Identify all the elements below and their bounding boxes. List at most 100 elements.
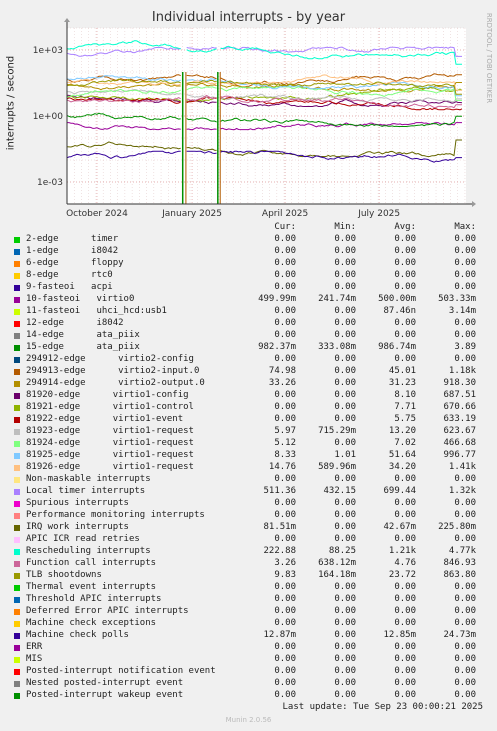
legend-max-value: 0.00	[454, 582, 476, 592]
legend-cur-value: 0.00	[274, 270, 296, 280]
legend-avg-value: 1.21k	[388, 546, 416, 556]
legend-max-value: 3.14m	[448, 306, 476, 316]
series-line-16	[66, 88, 462, 103]
legend-max-value: 3.89	[454, 342, 476, 352]
legend-avg-value: 0.00	[394, 234, 416, 244]
y-axis-arrow	[64, 18, 70, 22]
legend-swatch	[14, 561, 20, 567]
legend-label: Posted-interrupt wakeup event	[26, 690, 184, 700]
legend-min-value: 0.00	[334, 606, 356, 616]
legend-max-value: 687.51	[443, 390, 476, 400]
legend-header-min: Min:	[334, 222, 356, 232]
legend-label: Non-maskable interrupts	[26, 474, 151, 484]
legend-label: Function call interrupts	[26, 558, 157, 568]
legend-max-value: 0.00	[454, 534, 476, 544]
legend-swatch	[14, 549, 20, 555]
legend-label: 12-edge i8042	[26, 318, 124, 328]
legend-min-value: 0.00	[334, 582, 356, 592]
legend-label: 6-edge floppy	[26, 258, 124, 268]
legend-cur-value: 0.00	[274, 606, 296, 616]
legend-avg-value: 0.00	[394, 282, 416, 292]
legend-swatch	[14, 657, 20, 663]
legend-max-value: 846.93	[443, 558, 476, 568]
chart-plot: 1e+03 1e+00 1e-03 October 2024 January 2025 A…	[33, 18, 476, 219]
legend-label: Performance monitoring interrupts	[26, 510, 205, 520]
legend-swatch	[14, 621, 20, 627]
legend-avg-value: 0.00	[394, 594, 416, 604]
series-line-5	[67, 122, 462, 131]
legend-max-value: 503.33m	[438, 294, 476, 304]
legend-header-max: Max:	[454, 222, 476, 232]
legend-cur-value: 0.00	[274, 666, 296, 676]
legend-swatch	[14, 417, 20, 423]
legend-min-value: 0.00	[334, 282, 356, 292]
legend-cur-value: 0.00	[274, 618, 296, 628]
legend-avg-value: 87.46n	[383, 306, 416, 316]
legend-label: 14-edge ata_piix	[26, 330, 140, 340]
legend-max-value: 863.80	[443, 570, 476, 580]
legend-min-value: 0.00	[334, 378, 356, 388]
legend-label: Posted-interrupt notification event	[26, 666, 216, 676]
legend-row: Rescheduling interrupts 222.88 88.25 1.21k 4…	[0, 546, 497, 558]
legend-swatch	[14, 645, 20, 651]
legend-cur-value: 3.26	[274, 558, 296, 568]
legend-label: MIS	[26, 654, 43, 664]
legend-max-value: 1.18k	[448, 366, 476, 376]
legend-min-value: 1.01	[334, 450, 356, 460]
legend-row: 6-edge floppy 0.00 0.00 0.00 0.00	[0, 258, 497, 270]
legend-max-value: 0.00	[454, 246, 476, 256]
legend-row: Non-maskable interrupts 0.00 0.00 0.00 0.00	[0, 474, 497, 486]
legend-cur-value: 12.87m	[263, 630, 296, 640]
x-axis-arrow	[472, 201, 476, 207]
legend-label: Rescheduling interrupts	[26, 546, 151, 556]
legend-row: Function call interrupts 3.26 638.12m 4.76 8…	[0, 558, 497, 570]
legend-max-value: 0.00	[454, 258, 476, 268]
legend-min-value: 0.00	[334, 234, 356, 244]
legend-cur-value: 0.00	[274, 234, 296, 244]
legend-avg-value: 4.76	[394, 558, 416, 568]
legend-avg-value: 7.02	[394, 438, 416, 448]
legend-label: 11-fasteoi uhci_hcd:usb1	[26, 306, 167, 316]
legend-label: 2-edge timer	[26, 234, 119, 244]
legend-avg-value: 0.00	[394, 498, 416, 508]
legend-row: 294914-edge virtio2-output.0 33.26 0.00 31.…	[0, 378, 497, 390]
legend-header-cur: Cur:	[274, 222, 296, 232]
legend-row: Nested posted-interrupt event 0.00 0.00 0.0…	[0, 678, 497, 690]
legend-swatch	[14, 633, 20, 639]
legend-min-value: 0.00	[334, 246, 356, 256]
legend-row: 10-fasteoi virtio0 499.99m 241.74m 500.00m 5…	[0, 294, 497, 306]
legend-min-value: 0.00	[334, 330, 356, 340]
legend-cur-value: 14.76	[268, 462, 296, 472]
legend-swatch	[14, 393, 20, 399]
legend-swatch	[14, 693, 20, 699]
legend-label: 294912-edge virtio2-config	[26, 354, 194, 364]
legend-cur-value: 0.00	[274, 318, 296, 328]
legend-min-value: 0.00	[334, 270, 356, 280]
legend-swatch	[14, 345, 20, 351]
legend-avg-value: 31.23	[388, 378, 416, 388]
legend-avg-value: 0.00	[394, 618, 416, 628]
legend-cur-value: 499.99m	[258, 294, 296, 304]
series-line-21	[66, 46, 462, 57]
legend-avg-value: 0.00	[394, 642, 416, 652]
series-line-27	[66, 94, 462, 109]
legend-label: 294914-edge virtio2-output.0	[26, 378, 205, 388]
legend: 2-edge timer 0.00 0.00 0.00 0.00 1-edge i8042…	[0, 234, 497, 702]
legend-cur-value: 0.00	[274, 594, 296, 604]
legend-label: 81926-edge virtio1-request	[26, 462, 194, 472]
legend-min-value: 241.74m	[318, 294, 356, 304]
legend-swatch	[14, 405, 20, 411]
legend-label: 81925-edge virtio1-request	[26, 450, 194, 460]
legend-avg-value: 0.00	[394, 510, 416, 520]
legend-max-value: 466.68	[443, 438, 476, 448]
legend-row: APIC ICR read retries 0.00 0.00 0.00 0.00	[0, 534, 497, 546]
legend-max-value: 4.77k	[448, 546, 476, 556]
legend-min-value: 0.00	[334, 354, 356, 364]
legend-swatch	[14, 669, 20, 675]
legend-avg-value: 23.72	[388, 570, 416, 580]
legend-label: Threshold APIC interrupts	[26, 594, 162, 604]
legend-row: Machine check polls 12.87m 0.00 12.85m 24.73…	[0, 630, 497, 642]
legend-label: 9-fasteoi acpi	[26, 282, 113, 292]
legend-row: Threshold APIC interrupts 0.00 0.00 0.00 0.0…	[0, 594, 497, 606]
legend-max-value: 0.00	[454, 270, 476, 280]
